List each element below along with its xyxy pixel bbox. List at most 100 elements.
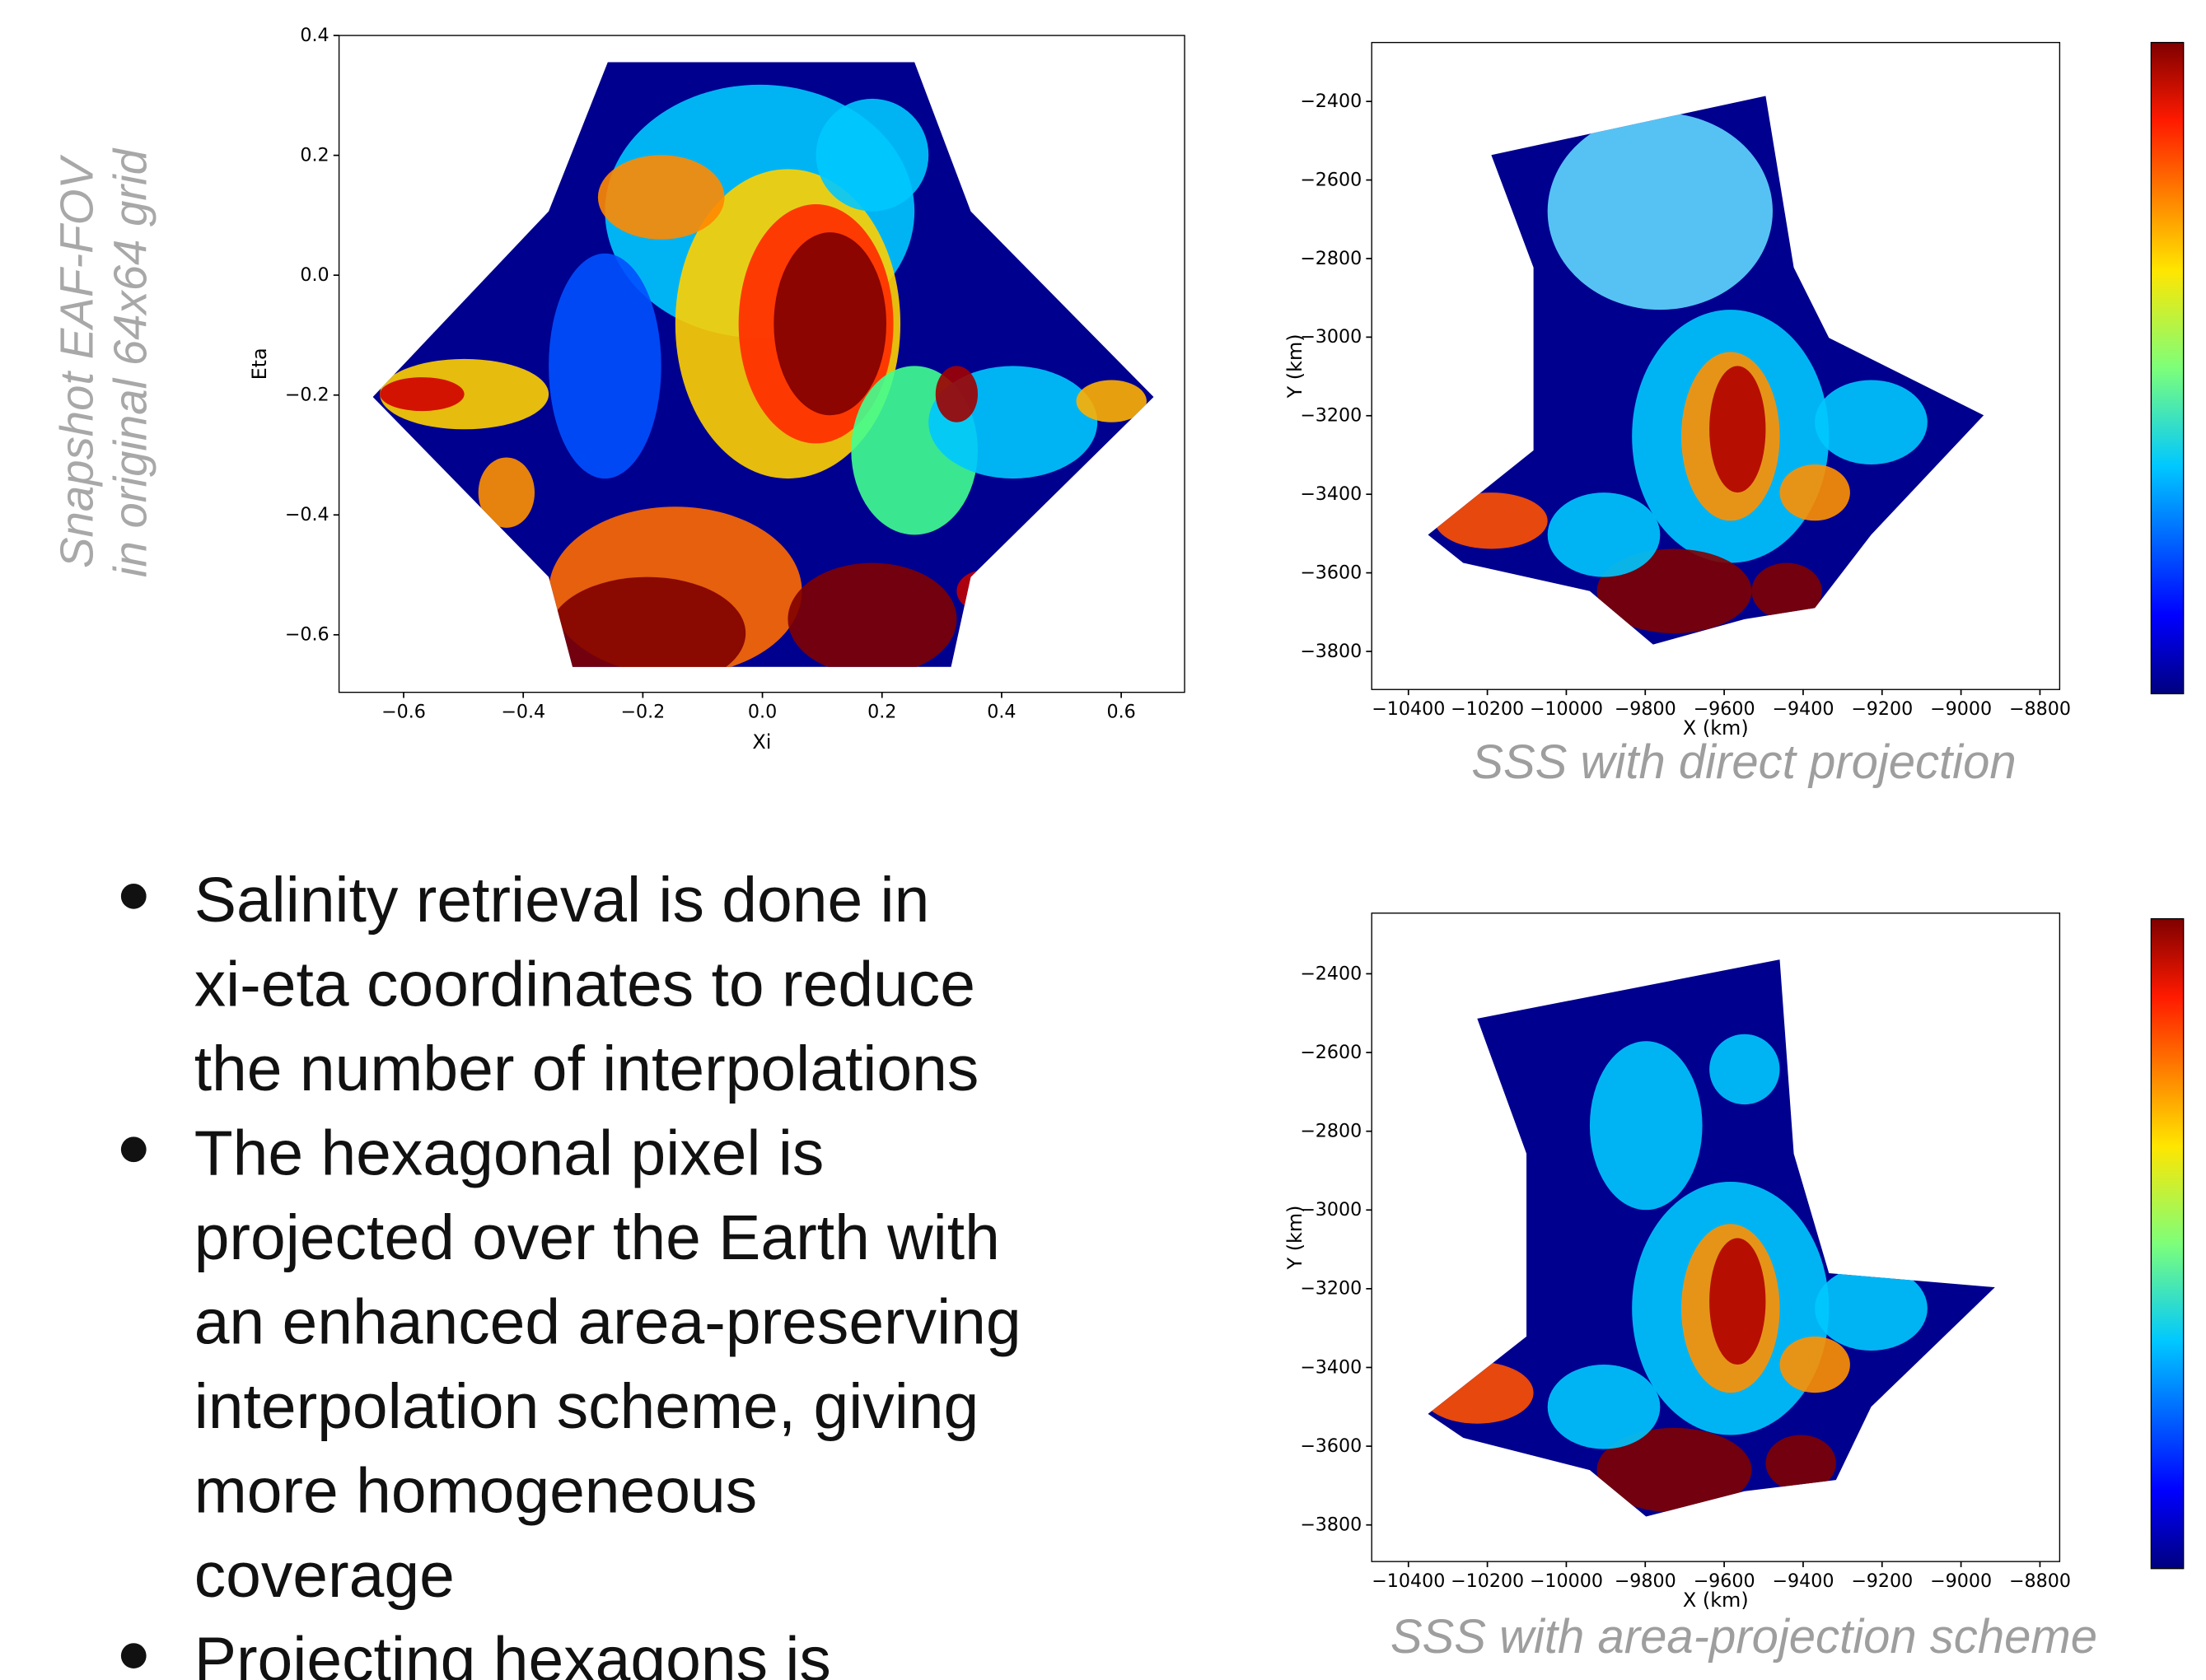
bullet-text: interpolation scheme, giving: [194, 1371, 979, 1442]
y-axis-label: Eta: [248, 348, 271, 380]
chart-caption: SSS with direct projection: [1471, 735, 2016, 789]
bullet-text: Projecting hexagons is: [194, 1624, 831, 1680]
heatmap-blob: [1815, 380, 1928, 464]
side-label-line: in original 64x64 grid: [105, 147, 157, 577]
x-tick-label: −10200: [1451, 1570, 1524, 1592]
x-tick-label: −8800: [2009, 1570, 2071, 1592]
bullet-text: projected over the Earth with: [194, 1202, 1000, 1273]
y-tick-label: −2800: [1300, 1120, 1362, 1141]
bullet-text: coverage: [194, 1540, 455, 1611]
bullet-text: the number of interpolations: [194, 1034, 979, 1104]
x-tick-label: −10200: [1451, 698, 1524, 720]
heatmap-blob: [1077, 380, 1147, 422]
heatmap-blob: [1780, 1337, 1850, 1393]
heatmap-blob: [1548, 1365, 1661, 1449]
x-tick-label: −9800: [1615, 698, 1676, 720]
heatmap: [1372, 43, 2059, 690]
y-tick-label: −3400: [1300, 483, 1362, 505]
heatmap-blob: [1590, 1041, 1703, 1210]
x-tick-label: −10000: [1530, 698, 1603, 720]
x-tick-label: −9000: [1930, 698, 1992, 720]
heatmap-blob: [549, 577, 745, 690]
y-tick-label: −2400: [1300, 963, 1362, 984]
heatmap-blob: [774, 232, 886, 415]
y-tick-label: −0.6: [285, 624, 329, 646]
bullet-text: more homogeneous: [194, 1455, 757, 1526]
y-tick-label: −2600: [1300, 1042, 1362, 1063]
heatmap-blob: [1435, 492, 1548, 548]
x-tick-label: −10400: [1372, 698, 1445, 720]
y-tick-label: −3800: [1300, 1514, 1362, 1536]
heatmap: [339, 35, 1185, 693]
x-tick-label: 0.2: [867, 701, 896, 722]
side-label: Snapshot EAF-FOV in original 64x64 grid: [51, 147, 157, 577]
side-label-line: Snapshot EAF-FOV: [51, 155, 103, 568]
page: {"side_label": ["Snapshot EAF-FOV", "in …: [0, 0, 2206, 1680]
heatmap-blob: [1751, 563, 1821, 619]
heatmap-blob: [1548, 113, 1773, 310]
x-tick-label: −9400: [1772, 1570, 1834, 1592]
y-tick-label: −3200: [1300, 1278, 1362, 1300]
y-tick-label: −0.4: [285, 504, 329, 525]
heatmap-blob: [549, 254, 661, 478]
y-tick-label: −3200: [1300, 405, 1362, 427]
heatmap-blob: [1765, 1435, 1835, 1491]
bullet-dot: [121, 1643, 147, 1668]
heatmap-blob: [1815, 1266, 1928, 1350]
bullet-text: an enhanced area-preserving: [194, 1286, 1021, 1357]
bullet-text: Salinity retrieval is done in: [194, 865, 930, 936]
heatmap-blob: [936, 366, 978, 422]
x-tick-label: −0.4: [501, 701, 545, 722]
y-axis-label: Y (km): [1283, 334, 1306, 399]
chart-caption: SSS with area-projection scheme: [1390, 1610, 2097, 1664]
slide: Snapshot EAF-FOV in original 64x64 grid …: [0, 0, 2206, 1680]
colorbar: [2151, 43, 2183, 694]
y-tick-label: −2800: [1300, 248, 1362, 269]
x-tick-label: −9200: [1851, 698, 1913, 720]
bullet-text: xi-eta coordinates to reduce: [194, 950, 975, 1020]
bullet-dot: [121, 1136, 147, 1162]
y-tick-label: −3400: [1300, 1356, 1362, 1378]
y-tick-label: −3800: [1300, 641, 1362, 662]
bullet-dot: [121, 884, 147, 909]
y-tick-label: 0.0: [300, 264, 329, 286]
heatmap-blob: [1709, 366, 1765, 492]
heatmap-blob: [816, 99, 929, 212]
heatmap-blob: [598, 155, 725, 239]
x-axis-label: X (km): [1683, 1589, 1749, 1612]
heatmap-blob: [788, 563, 956, 676]
x-tick-label: −9400: [1772, 698, 1834, 720]
heatmap-blob: [956, 570, 1012, 612]
y-axis-label: Y (km): [1283, 1205, 1306, 1270]
y-tick-label: −3000: [1300, 1199, 1362, 1220]
x-tick-label: −9200: [1851, 1570, 1913, 1592]
heatmap-blob: [479, 457, 535, 527]
y-tick-label: −2600: [1300, 169, 1362, 190]
x-tick-label: 0.0: [748, 701, 777, 722]
x-tick-label: −0.2: [620, 701, 665, 722]
x-tick-label: −0.6: [381, 701, 426, 722]
y-tick-label: 0.2: [300, 144, 329, 166]
bullet-text: The hexagonal pixel is: [194, 1118, 825, 1188]
x-tick-label: −10000: [1530, 1570, 1603, 1592]
x-tick-label: −9000: [1930, 1570, 1992, 1592]
y-tick-label: −2400: [1300, 91, 1362, 112]
heatmap-blob: [1709, 1238, 1765, 1365]
heatmap-blob: [1548, 492, 1661, 576]
x-tick-label: 0.6: [1106, 701, 1135, 722]
y-tick-label: −3600: [1300, 562, 1362, 583]
heatmap-blob: [380, 377, 464, 411]
x-tick-label: −9800: [1615, 1570, 1676, 1592]
heatmap-blob: [1709, 1034, 1779, 1104]
y-tick-label: −3600: [1300, 1435, 1362, 1457]
colorbar: [2151, 919, 2183, 1569]
heatmap-blob: [1780, 464, 1850, 520]
x-tick-label: 0.4: [987, 701, 1016, 722]
x-axis-label: Xi: [752, 730, 771, 754]
y-tick-label: 0.4: [300, 25, 329, 46]
x-tick-label: −8800: [2009, 698, 2071, 720]
x-tick-label: −10400: [1372, 1570, 1445, 1592]
y-tick-label: −0.2: [285, 385, 329, 406]
y-tick-label: −3000: [1300, 326, 1362, 348]
heatmap-blob: [1421, 1362, 1534, 1424]
